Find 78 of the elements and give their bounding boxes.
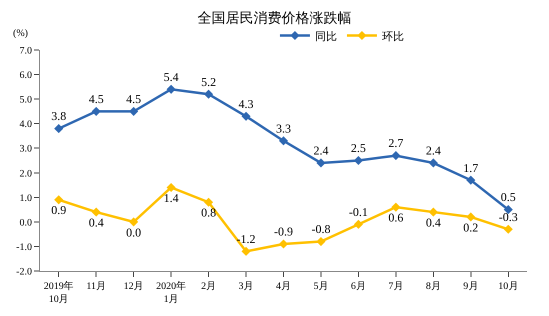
- y-tick-label: 6.0: [20, 70, 32, 82]
- data-label: 0.9: [51, 203, 66, 218]
- data-label: 1.7: [463, 160, 478, 175]
- data-label: 3.3: [276, 121, 291, 136]
- point: [54, 124, 64, 134]
- data-label: 2.4: [426, 144, 441, 158]
- point: [54, 195, 64, 204]
- point: [92, 208, 101, 217]
- data-label: 4.3: [238, 96, 254, 111]
- point: [129, 217, 138, 226]
- point: [466, 176, 476, 185]
- point: [204, 90, 214, 99]
- data-label: -0.9: [274, 224, 293, 239]
- point: [391, 202, 400, 212]
- data-label: 1.4: [164, 190, 179, 205]
- y-axis-title: (%): [13, 28, 28, 39]
- data-label: 0.4: [426, 215, 441, 230]
- x-tick-label: 5月: [313, 281, 328, 292]
- legend-label: 同比: [314, 30, 337, 43]
- x-tick-label: 11月: [86, 281, 106, 292]
- x-tick-label: 8月: [426, 281, 441, 292]
- data-label: -1.2: [236, 232, 256, 246]
- x-tick-label: 3月: [238, 281, 254, 292]
- data-label: -0.3: [498, 210, 518, 224]
- y-tick-label: -1.0: [16, 242, 32, 253]
- legend-label: 环比: [382, 30, 404, 43]
- point: [204, 198, 214, 207]
- point: [278, 239, 288, 249]
- x-tick-label: 2020年 1月: [156, 280, 186, 305]
- point: [92, 106, 101, 116]
- point: [241, 112, 251, 121]
- point: [504, 224, 513, 234]
- x-tick-label: 2019年 10月: [44, 280, 74, 305]
- data-label: 5.4: [164, 70, 179, 84]
- data-label: 0.8: [201, 206, 216, 220]
- data-label: 3.8: [51, 109, 66, 124]
- data-label: 0.6: [388, 210, 404, 225]
- x-tick-label: 10月: [498, 281, 518, 292]
- y-tick-label: 2.0: [20, 168, 32, 180]
- point: [316, 236, 326, 246]
- y-tick-label: 5.0: [20, 94, 32, 106]
- y-tick-label: 3.0: [20, 144, 32, 155]
- point: [428, 208, 438, 217]
- data-label: 2.4: [313, 144, 328, 158]
- point: [391, 151, 400, 160]
- point: [166, 182, 176, 192]
- point: [466, 212, 476, 222]
- x-tick-label: 2月: [201, 281, 216, 292]
- data-label: 5.2: [201, 74, 216, 89]
- point: [166, 84, 176, 94]
- point: [129, 106, 138, 116]
- data-label: -0.1: [348, 204, 368, 219]
- point: [241, 246, 251, 256]
- x-tick-label: 12月: [124, 281, 144, 292]
- y-tick-label: 4.0: [20, 119, 32, 130]
- data-label: 0.5: [500, 190, 516, 204]
- point: [428, 158, 438, 168]
- point: [316, 158, 326, 168]
- data-label: 0.4: [88, 215, 104, 230]
- x-tick-label: 4月: [276, 281, 291, 292]
- data-label: 2.5: [350, 141, 366, 156]
- data-label: -0.8: [311, 222, 330, 236]
- point: [354, 156, 363, 166]
- y-tick-label: 0.0: [20, 217, 32, 228]
- point: [354, 220, 363, 229]
- x-tick-label: 9月: [463, 281, 478, 292]
- point: [278, 136, 288, 146]
- data-label: 0.2: [463, 220, 478, 234]
- data-label: 4.5: [126, 92, 142, 106]
- data-label: 2.7: [388, 136, 404, 150]
- x-tick-label: 6月: [350, 281, 366, 292]
- y-tick-label: -2.0: [16, 266, 32, 278]
- data-label: 0.0: [126, 225, 142, 240]
- y-tick-label: 7.0: [20, 46, 32, 56]
- chart-title: 全国居民消费价格涨跌幅: [198, 10, 352, 26]
- x-tick-label: 7月: [388, 281, 404, 292]
- data-label: 4.5: [88, 92, 104, 106]
- y-tick-label: 1.0: [20, 192, 32, 204]
